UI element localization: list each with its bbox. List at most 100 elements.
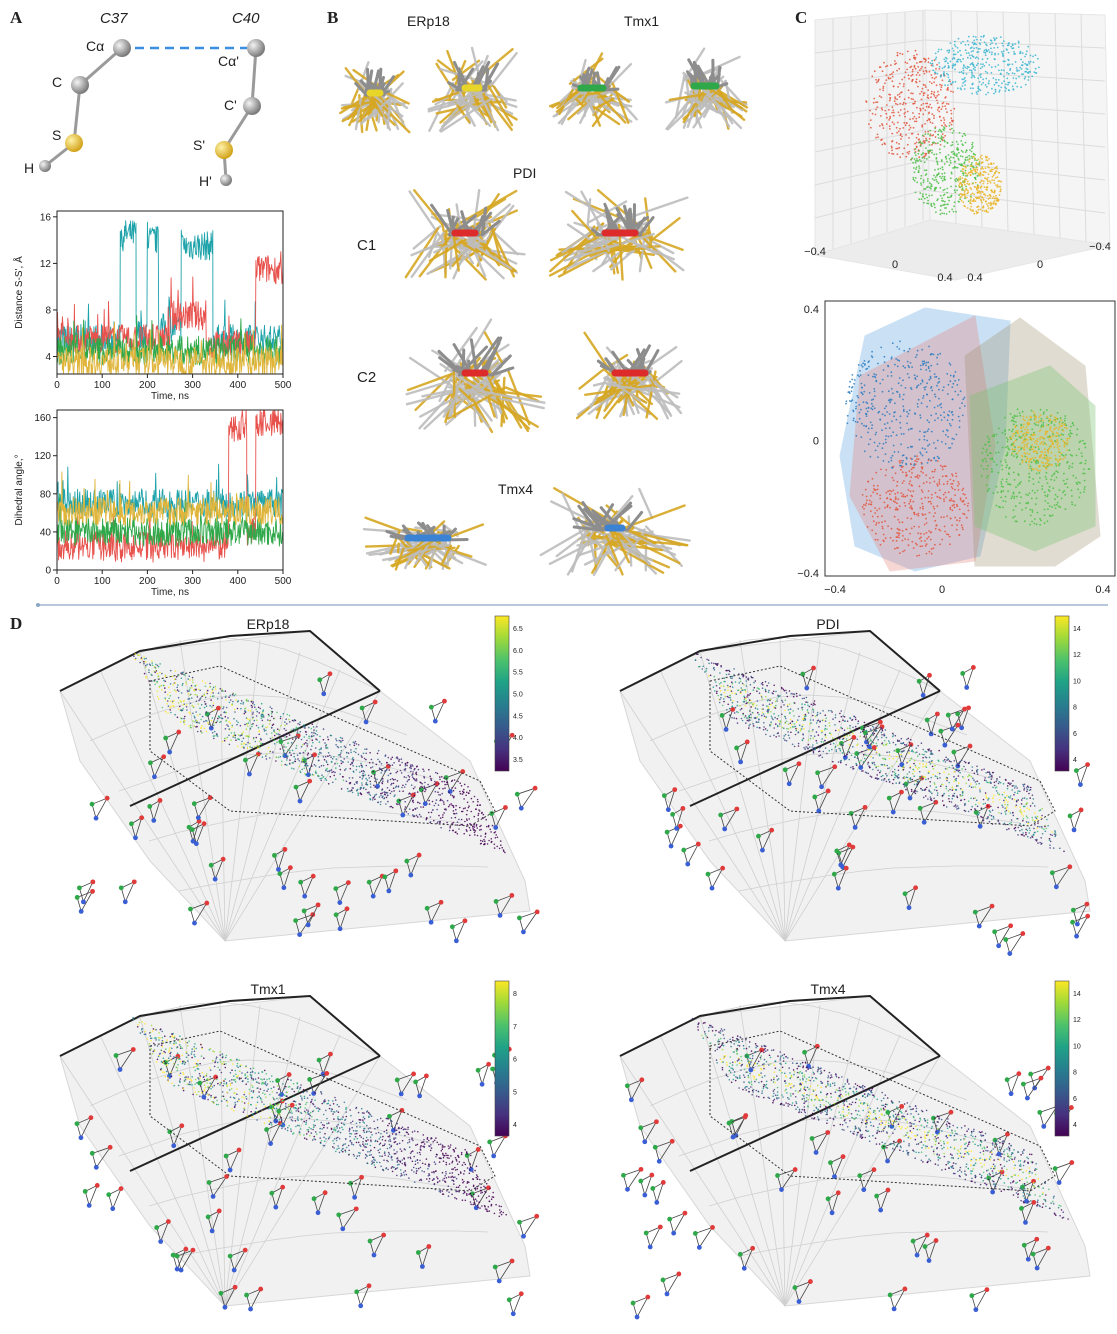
density-point	[290, 742, 293, 744]
point	[896, 491, 899, 494]
point	[981, 190, 983, 193]
point	[922, 362, 924, 365]
density-point	[370, 758, 373, 761]
point	[906, 50, 909, 53]
point	[902, 535, 904, 537]
density-point	[197, 703, 199, 705]
stick	[681, 87, 694, 118]
glyph-dot-green	[147, 804, 153, 809]
point	[1058, 423, 1061, 425]
point	[964, 49, 967, 52]
point	[939, 187, 942, 189]
point	[874, 507, 876, 509]
point	[928, 111, 930, 114]
point	[985, 476, 988, 479]
point	[951, 127, 953, 130]
point	[1004, 495, 1007, 498]
glyph-triangle	[384, 870, 397, 893]
point	[929, 482, 931, 484]
density-point	[191, 679, 194, 681]
point	[891, 454, 894, 457]
glyph-triangle	[188, 820, 200, 843]
glyph-dot-blue	[518, 805, 524, 811]
point	[960, 71, 963, 73]
point	[1050, 478, 1053, 481]
stick	[455, 203, 462, 228]
stick	[470, 189, 481, 250]
density-point	[402, 784, 404, 787]
density-point	[256, 754, 258, 757]
point	[846, 422, 849, 425]
point	[906, 494, 909, 497]
point	[927, 490, 930, 492]
point	[930, 386, 933, 388]
point	[1030, 458, 1033, 461]
density-point	[296, 730, 299, 732]
point	[980, 475, 983, 478]
point	[887, 77, 890, 80]
density-point	[410, 797, 413, 800]
density-point	[388, 789, 391, 792]
density-point	[200, 697, 202, 699]
point	[868, 503, 870, 506]
glyph-dot-blue	[453, 938, 459, 944]
point	[882, 539, 885, 542]
point	[1034, 54, 1037, 57]
point	[1052, 473, 1055, 476]
density-point	[352, 757, 354, 759]
point	[1028, 476, 1031, 479]
point	[1033, 71, 1036, 74]
point	[1004, 86, 1007, 89]
point	[997, 471, 1000, 474]
point	[946, 191, 948, 194]
point	[911, 508, 913, 511]
density-point	[167, 712, 169, 714]
point	[931, 76, 934, 79]
grid-line	[924, 99, 1106, 115]
point	[916, 476, 918, 478]
point	[906, 143, 909, 146]
point	[995, 43, 997, 45]
density-point	[374, 780, 376, 783]
point	[1017, 46, 1020, 48]
density-point	[366, 779, 369, 781]
point	[913, 179, 916, 182]
point	[971, 145, 974, 148]
point	[886, 422, 889, 424]
point	[941, 199, 943, 202]
point	[898, 95, 901, 98]
point	[1053, 434, 1056, 437]
point	[928, 150, 931, 152]
point	[969, 198, 972, 201]
point	[882, 85, 885, 88]
point	[898, 143, 900, 145]
point	[954, 516, 957, 519]
glyph-dot-green	[333, 912, 339, 918]
point	[981, 174, 984, 176]
stick	[612, 529, 631, 564]
point	[857, 364, 860, 366]
point	[936, 99, 938, 102]
density-point	[285, 732, 288, 735]
point	[974, 66, 976, 69]
point	[955, 180, 957, 183]
point	[1010, 444, 1013, 447]
point	[943, 139, 946, 142]
grid-line	[814, 99, 926, 120]
point	[1042, 422, 1045, 424]
point	[907, 446, 909, 449]
point	[1037, 421, 1040, 424]
point	[940, 403, 942, 405]
point	[872, 491, 875, 494]
point	[971, 82, 974, 85]
point	[987, 205, 989, 207]
point	[932, 547, 935, 550]
point	[902, 127, 905, 129]
point	[888, 125, 891, 128]
density-point	[396, 770, 399, 773]
point	[1065, 424, 1068, 427]
point	[952, 91, 954, 93]
point	[994, 452, 997, 454]
point	[1006, 440, 1009, 443]
point	[990, 201, 992, 204]
